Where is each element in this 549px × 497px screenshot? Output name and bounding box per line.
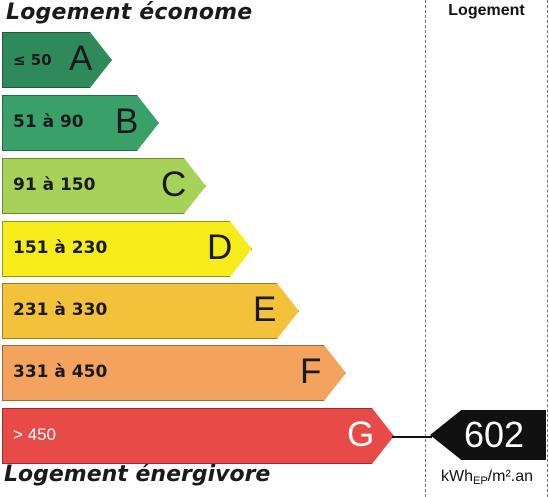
result-column [425,0,548,497]
energy-intensive-label: Logement énergivore [4,462,271,487]
class-letter-a: A [69,39,93,78]
class-letter-c: C [161,165,187,204]
class-range-b: 51 à 90 [13,112,84,132]
economic-label: Logement économe [6,0,253,25]
class-letter-d: D [207,228,233,267]
class-range-f: 331 à 450 [13,362,108,382]
class-bar-c: 91 à 150 C [2,158,206,214]
column-title: Logement [448,2,525,19]
class-range-a: ≤ 50 [13,51,52,69]
class-range-g: > 450 [13,425,57,444]
class-range-e: 231 à 330 [13,300,108,320]
class-bar-e: 231 à 330 E [2,283,299,339]
result-unit: kWhEP/m².an [428,468,546,487]
unit-main: kWh [440,468,473,485]
class-range-d: 151 à 230 [13,238,108,258]
class-letter-e: E [253,290,277,329]
class-bar-f: 331 à 450 F [2,345,346,401]
class-letter-b: B [115,102,139,141]
class-letter-f: F [300,352,322,391]
class-letter-g: G [347,415,375,454]
unit-rest: /m².an [487,468,534,485]
result-value: 602 [463,414,525,455]
class-bar-b: 51 à 90 B [2,95,159,151]
class-bar-a: ≤ 50 A [2,32,112,88]
result-connector-line [392,436,432,438]
unit-subscript: EP [472,475,488,487]
class-bar-d: 151 à 230 D [2,221,252,277]
class-range-c: 91 à 150 [13,175,96,195]
class-bar-g: > 450 G [2,408,394,464]
